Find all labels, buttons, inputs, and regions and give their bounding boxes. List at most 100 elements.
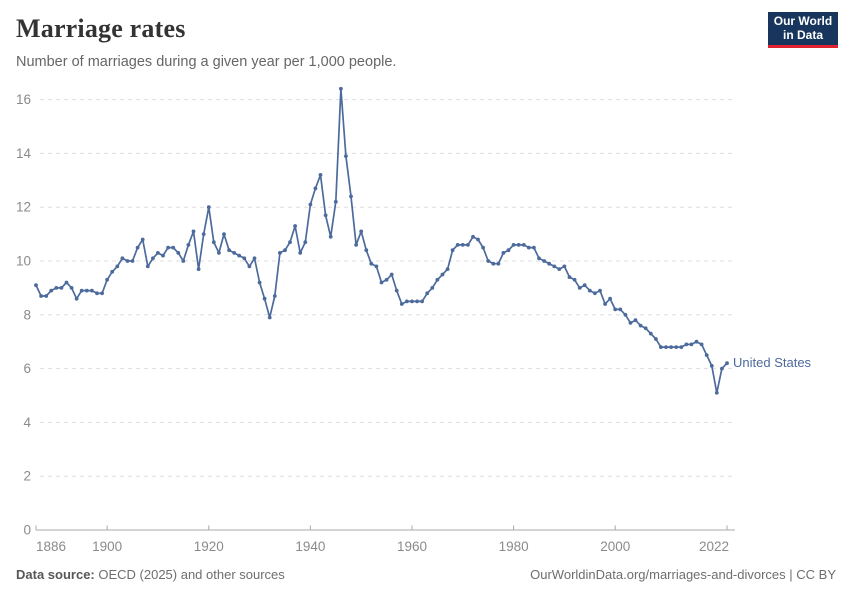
data-point-1938 <box>298 251 303 255</box>
data-point-1896 <box>84 288 89 293</box>
data-point-1918 <box>196 267 201 271</box>
data-point-1956 <box>389 272 394 277</box>
data-point-1935 <box>283 248 287 253</box>
data-point-2022 <box>725 361 729 366</box>
data-point-1942 <box>318 173 323 177</box>
data-point-1964 <box>430 286 435 290</box>
data-point-2000 <box>613 307 618 312</box>
data-point-2001 <box>618 307 623 312</box>
data-point-1889 <box>49 288 54 293</box>
data-point-1987 <box>547 261 552 266</box>
y-axis-label-8: 8 <box>23 307 31 322</box>
data-point-1941 <box>313 186 318 191</box>
data-point-1895 <box>79 288 84 293</box>
data-point-1894 <box>74 296 79 301</box>
data-point-1959 <box>405 299 409 304</box>
data-point-2005 <box>638 323 643 328</box>
data-point-1973 <box>476 237 480 242</box>
data-point-2017 <box>699 342 704 347</box>
data-point-1999 <box>608 296 612 301</box>
y-axis-label-10: 10 <box>16 254 31 269</box>
y-axis-label-2: 2 <box>23 469 31 484</box>
data-point-1934 <box>278 251 282 255</box>
data-point-1911 <box>161 253 165 258</box>
chart-subtitle: Number of marriages during a given year … <box>16 54 397 70</box>
data-point-1888 <box>44 294 49 298</box>
data-point-1963 <box>425 291 430 296</box>
data-point-1904 <box>125 259 130 263</box>
owid-citation-link[interactable]: OurWorldinData.org/marriages-and-divorce… <box>530 567 836 582</box>
series-line-united-states[interactable] <box>35 87 728 394</box>
entity-label-united-states[interactable]: United States <box>733 355 812 370</box>
data-point-1996 <box>593 291 597 296</box>
data-point-1983 <box>526 245 531 250</box>
y-axis-label-4: 4 <box>23 415 31 430</box>
data-point-1908 <box>145 264 150 269</box>
x-axis-label-1900: 1900 <box>92 539 122 554</box>
data-point-1937 <box>293 224 297 228</box>
data-point-2012 <box>674 345 679 349</box>
data-point-1886 <box>34 283 38 288</box>
data-point-1977 <box>496 261 501 266</box>
y-axis-label-0: 0 <box>23 523 31 538</box>
data-point-1967 <box>445 267 450 271</box>
data-point-1995 <box>587 288 592 293</box>
data-point-2011 <box>669 345 673 349</box>
data-point-1976 <box>491 261 496 266</box>
data-point-1946 <box>339 86 343 91</box>
data-point-1979 <box>506 248 511 253</box>
data-point-2013 <box>679 345 684 349</box>
data-point-1953 <box>374 264 379 269</box>
data-point-1949 <box>354 243 358 247</box>
x-axis-label-2022: 2022 <box>699 539 729 554</box>
x-axis-label-2000: 2000 <box>600 539 630 554</box>
data-point-1898 <box>95 291 99 296</box>
data-point-1891 <box>59 286 64 290</box>
data-point-1909 <box>151 256 155 261</box>
data-point-2021 <box>720 366 724 371</box>
data-point-1958 <box>399 302 404 306</box>
data-point-2019 <box>709 364 714 368</box>
data-point-1922 <box>217 251 221 255</box>
data-point-1907 <box>140 237 145 242</box>
data-point-1931 <box>262 296 267 301</box>
data-point-1945 <box>333 199 338 204</box>
data-point-1921 <box>211 240 216 245</box>
data-point-1924 <box>227 248 232 253</box>
data-point-1917 <box>191 229 196 234</box>
data-point-1970 <box>460 243 465 247</box>
data-point-2003 <box>628 321 633 325</box>
data-point-1893 <box>69 286 74 290</box>
owid-logo[interactable]: Our World in Data <box>768 12 838 48</box>
x-axis-label-1960: 1960 <box>397 539 427 554</box>
data-point-2004 <box>633 318 638 323</box>
data-point-2020 <box>714 390 719 395</box>
data-point-2006 <box>643 326 648 331</box>
data-point-2010 <box>664 345 668 349</box>
data-point-1919 <box>201 232 206 237</box>
data-point-1954 <box>379 280 384 285</box>
data-point-1910 <box>156 251 160 255</box>
page-title: Marriage rates <box>16 14 186 43</box>
data-point-1905 <box>130 259 135 263</box>
data-point-2002 <box>623 312 628 317</box>
data-point-1975 <box>486 259 491 263</box>
data-point-1912 <box>166 245 171 250</box>
data-point-1892 <box>64 280 69 285</box>
data-point-1930 <box>257 280 262 285</box>
data-point-1890 <box>54 286 59 290</box>
data-point-1955 <box>384 277 389 282</box>
x-axis-label-1940: 1940 <box>295 539 325 554</box>
data-point-1913 <box>171 245 176 250</box>
marriage-rates-line-chart: 0 2 4 6 8 10 12 14 16 1886 1900 1920 1940 1960 1980 200… <box>16 86 812 554</box>
data-point-1932 <box>267 315 272 320</box>
data-point-1957 <box>394 288 399 293</box>
data-point-1944 <box>328 234 333 239</box>
data-point-1992 <box>572 277 577 282</box>
data-point-1947 <box>344 154 348 159</box>
data-point-1978 <box>501 251 506 255</box>
data-point-1915 <box>181 259 186 263</box>
data-point-1990 <box>562 264 567 269</box>
data-point-1961 <box>415 299 419 304</box>
